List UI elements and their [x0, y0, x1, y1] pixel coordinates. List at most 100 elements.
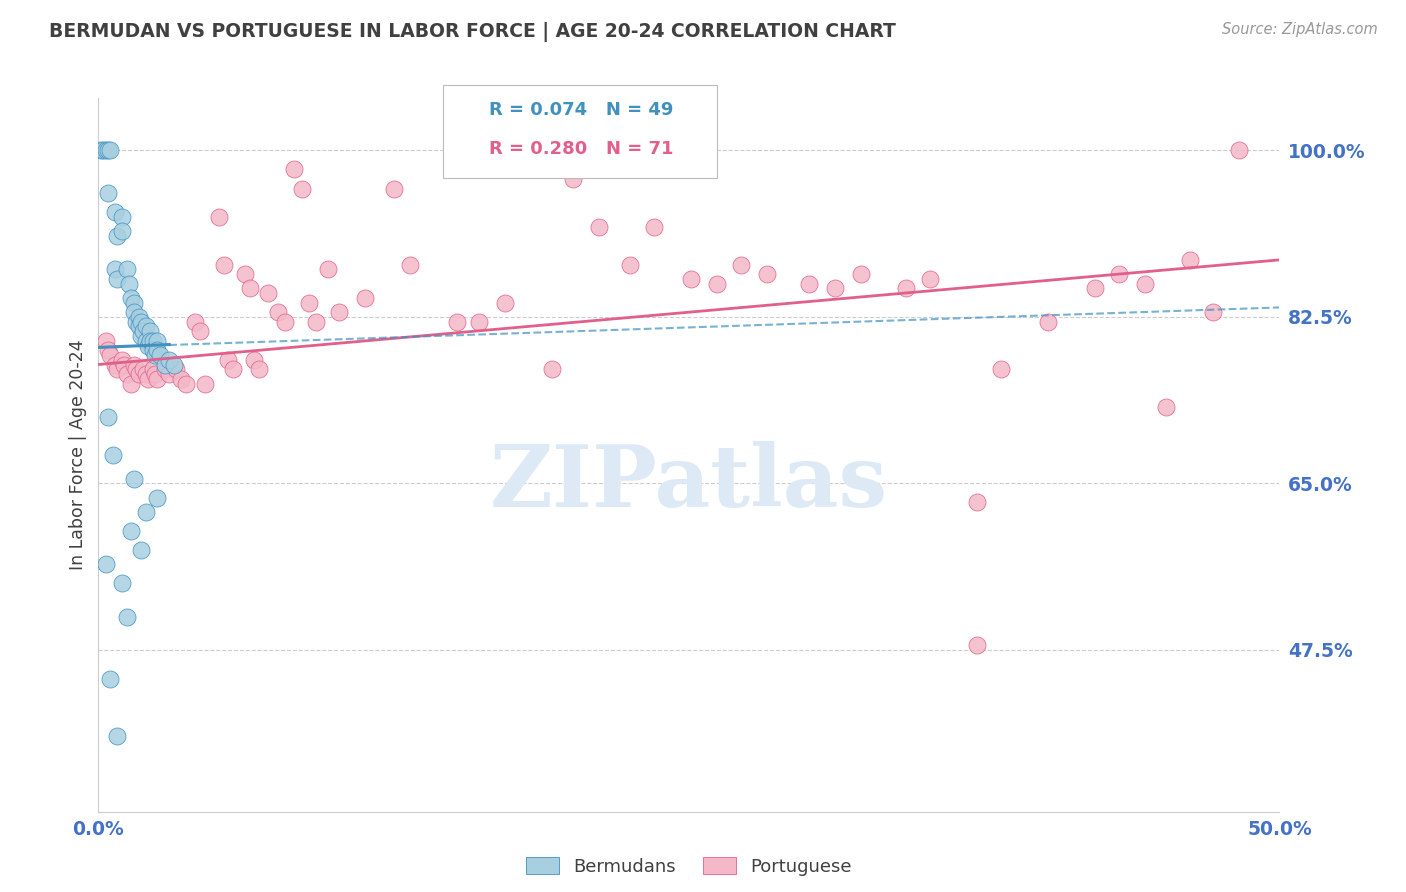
Point: [143, 348, 166, 362]
Text: BERMUDAN VS PORTUGUESE IN LABOR FORCE | AGE 20-24 CORRELATION CHART: BERMUDAN VS PORTUGUESE IN LABOR FORCE | …: [49, 22, 896, 42]
Point: [142, 334, 165, 348]
Point: [316, 262, 339, 277]
Point: [90, 144, 112, 158]
Point: [298, 295, 321, 310]
Text: ZIPatlas: ZIPatlas: [489, 442, 889, 525]
Point: [136, 372, 159, 386]
Point: [105, 729, 128, 743]
Point: [184, 315, 207, 329]
Point: [174, 376, 197, 391]
Point: [121, 291, 143, 305]
Point: [267, 305, 290, 319]
Point: [111, 352, 134, 367]
Point: [1036, 315, 1059, 329]
Point: [467, 315, 489, 329]
Point: [94, 558, 117, 572]
Point: [146, 334, 169, 348]
Point: [1108, 267, 1130, 281]
Point: [146, 343, 169, 358]
Point: [966, 638, 988, 652]
Point: [562, 172, 585, 186]
Text: Source: ZipAtlas.com: Source: ZipAtlas.com: [1222, 22, 1378, 37]
Point: [290, 181, 312, 195]
Point: [139, 334, 162, 348]
Point: [239, 281, 262, 295]
Point: [115, 367, 138, 381]
Point: [1084, 281, 1107, 295]
Point: [541, 362, 564, 376]
Point: [94, 334, 117, 348]
Point: [112, 358, 135, 372]
Point: [98, 144, 121, 158]
Point: [129, 329, 152, 343]
Point: [111, 576, 134, 591]
Y-axis label: In Labor Force | Age 20-24: In Labor Force | Age 20-24: [69, 340, 87, 570]
Point: [121, 376, 143, 391]
Point: [243, 352, 266, 367]
Point: [146, 491, 169, 505]
Point: [128, 319, 150, 334]
Point: [122, 295, 145, 310]
Point: [399, 258, 422, 272]
Point: [170, 372, 193, 386]
Point: [104, 358, 127, 372]
Point: [188, 324, 211, 338]
Point: [446, 315, 468, 329]
Point: [233, 267, 256, 281]
Point: [896, 281, 918, 295]
Point: [157, 352, 180, 367]
Legend: Bermudans, Portuguese: Bermudans, Portuguese: [517, 848, 860, 885]
Point: [1133, 277, 1156, 291]
Point: [129, 315, 152, 329]
Point: [97, 409, 120, 424]
Point: [274, 315, 297, 329]
Point: [157, 367, 180, 381]
Point: [136, 338, 159, 352]
Point: [382, 181, 405, 195]
Point: [643, 219, 665, 234]
Point: [730, 258, 752, 272]
Point: [588, 219, 610, 234]
Point: [328, 305, 350, 319]
Point: [98, 672, 121, 686]
Point: [94, 144, 117, 158]
Point: [755, 267, 778, 281]
Point: [305, 315, 328, 329]
Point: [105, 272, 128, 286]
Point: [91, 144, 114, 158]
Point: [283, 162, 305, 177]
Point: [121, 524, 143, 538]
Point: [128, 367, 150, 381]
Point: [122, 305, 145, 319]
Point: [153, 362, 176, 376]
Point: [146, 372, 169, 386]
Point: [104, 205, 127, 219]
Point: [163, 358, 186, 372]
Point: [115, 609, 138, 624]
Point: [101, 448, 124, 462]
Point: [122, 358, 145, 372]
Point: [105, 362, 128, 376]
Point: [115, 262, 138, 277]
Point: [990, 362, 1012, 376]
Point: [135, 319, 157, 334]
Point: [217, 352, 239, 367]
Point: [494, 295, 516, 310]
Point: [212, 258, 235, 272]
Point: [824, 281, 846, 295]
Point: [153, 358, 176, 372]
Point: [111, 210, 134, 224]
Point: [139, 324, 162, 338]
Point: [222, 362, 245, 376]
Point: [97, 144, 120, 158]
Point: [104, 262, 127, 277]
Point: [1227, 144, 1250, 158]
Point: [257, 286, 280, 301]
Text: R = 0.074   N = 49: R = 0.074 N = 49: [489, 101, 673, 119]
Point: [1178, 252, 1201, 267]
Point: [105, 229, 128, 244]
Point: [165, 362, 187, 376]
Point: [98, 348, 121, 362]
Point: [118, 277, 141, 291]
Point: [135, 367, 157, 381]
